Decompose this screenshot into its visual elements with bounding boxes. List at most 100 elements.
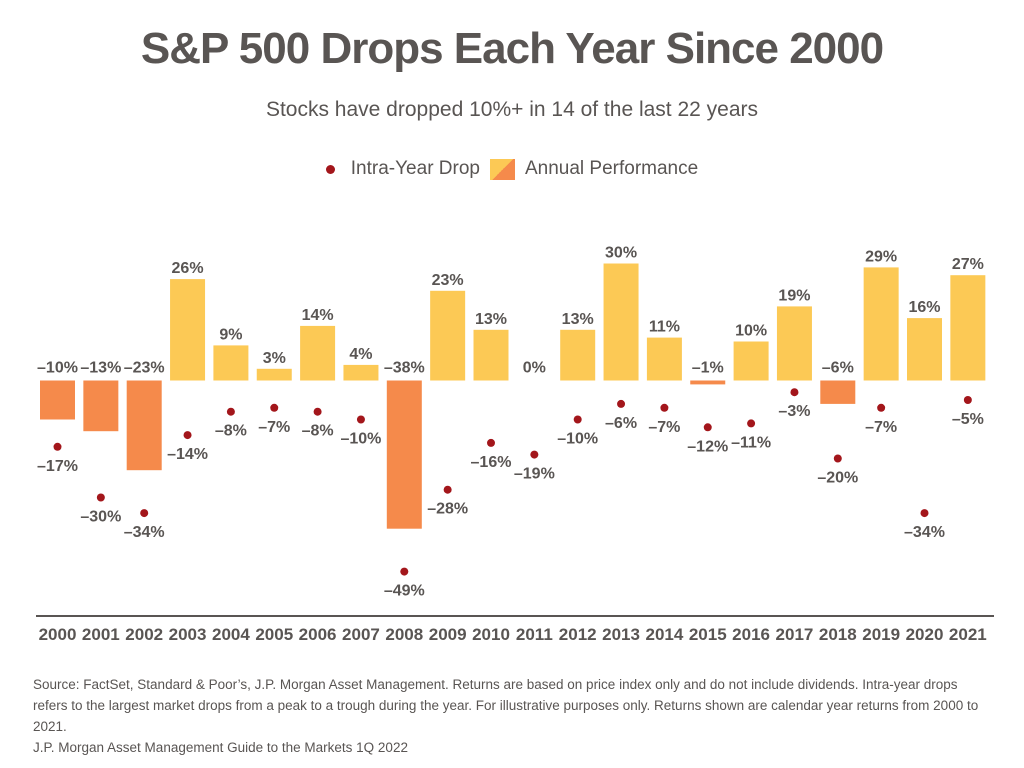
drop-value-label: –16% — [471, 454, 512, 471]
annual-bar-2020 — [907, 318, 942, 381]
annual-bar-2009 — [430, 290, 466, 381]
annual-bar-2006 — [300, 325, 336, 381]
drop-value-label: –20% — [817, 470, 858, 487]
annual-bar-2018 — [820, 380, 856, 404]
annual-value-label: 23% — [432, 272, 464, 289]
drop-value-label: –7% — [258, 419, 290, 436]
drop-value-label: –11% — [731, 434, 771, 451]
drop-value-label: –5% — [952, 411, 984, 428]
annual-value-label: 10% — [735, 323, 767, 340]
drop-dot-2000 — [53, 442, 62, 451]
source-attribution: J.P. Morgan Asset Management Guide to th… — [33, 740, 408, 755]
drop-dot-2018 — [833, 454, 842, 463]
drop-value-label: –6% — [605, 415, 637, 432]
x-tick-label: 2013 — [602, 625, 640, 644]
drop-value-label: –8% — [302, 423, 334, 440]
drop-dot-2021 — [963, 396, 972, 404]
drop-dot-2015 — [703, 423, 712, 432]
drop-dot-2008 — [400, 567, 409, 576]
drop-value-label: –17% — [37, 458, 78, 475]
x-tick-label: 2012 — [559, 625, 597, 644]
annual-value-label: –13% — [80, 360, 121, 377]
annual-value-label: 16% — [908, 299, 940, 316]
drop-dot-2004 — [226, 407, 235, 416]
drop-dot-2006 — [313, 407, 322, 416]
drop-dot-2019 — [877, 403, 886, 412]
x-tick-label: 2009 — [429, 625, 467, 644]
drop-value-label: –14% — [167, 446, 208, 463]
drop-value-label: –28% — [427, 501, 468, 518]
drop-dot-2002 — [140, 509, 149, 518]
annual-value-label: 14% — [302, 307, 334, 324]
drop-dot-2011 — [530, 450, 539, 459]
drop-dot-2014 — [660, 403, 669, 412]
annual-bar-2005 — [256, 368, 292, 381]
drop-dot-2020 — [920, 509, 929, 518]
drop-value-label: –7% — [865, 419, 897, 436]
annual-bar-2003 — [170, 279, 206, 381]
annual-value-label: 27% — [952, 256, 984, 273]
x-tick-label: 2000 — [39, 625, 77, 644]
annual-bar-2000 — [40, 380, 75, 420]
annual-value-label: –1% — [692, 360, 724, 377]
chart-legend: Intra-Year Drop Annual Performance — [0, 158, 1024, 180]
drop-dot-2003 — [183, 431, 192, 440]
annual-value-label: 26% — [172, 260, 204, 277]
annual-bar-2014 — [646, 337, 682, 381]
chart-subtitle: Stocks have dropped 10%+ in 14 of the la… — [265, 98, 759, 121]
drop-dot-icon — [325, 164, 335, 174]
x-tick-label: 2004 — [212, 625, 250, 644]
annual-bar-2010 — [473, 329, 509, 381]
annual-value-label: –23% — [124, 360, 165, 377]
drop-dot-2012 — [573, 415, 582, 424]
annual-bar-2007 — [343, 364, 379, 381]
legend-label-drop: Intra-Year Drop — [350, 158, 480, 179]
drop-value-label: –8% — [215, 423, 247, 440]
x-tick-label: 2014 — [645, 625, 683, 644]
annual-value-label: 11% — [649, 319, 680, 336]
x-tick-label: 2010 — [472, 625, 510, 644]
drop-dot-2007 — [356, 415, 365, 424]
annual-value-label: 13% — [562, 311, 594, 328]
source-text: Source: FactSet, Standard & Poor’s, J.P.… — [33, 677, 979, 734]
x-tick-label: 2019 — [862, 625, 900, 644]
drop-value-label: –34% — [904, 524, 945, 541]
x-tick-label: 2021 — [949, 625, 987, 644]
x-tick-label: 2007 — [342, 625, 380, 644]
annual-bar-2021 — [950, 275, 986, 381]
annual-bar-2016 — [733, 341, 769, 381]
drop-dot-2005 — [270, 403, 279, 412]
drop-value-label: –7% — [648, 419, 680, 436]
annual-bar-2004 — [213, 345, 249, 381]
bar-chart: –10% –17% 2000 –13% –30% 2001 –23% –34% 2002 26% –… — [36, 245, 994, 644]
drop-value-label: –34% — [124, 524, 165, 541]
drop-value-label: –10% — [557, 431, 598, 448]
annual-bar-2015 — [690, 380, 726, 385]
annual-value-label: 9% — [219, 326, 242, 343]
x-tick-label: 2001 — [82, 625, 120, 644]
x-tick-label: 2006 — [299, 625, 337, 644]
x-tick-label: 2008 — [385, 625, 423, 644]
annual-bar-2013 — [603, 263, 639, 381]
drop-dot-2010 — [487, 438, 495, 447]
annual-bar-2017 — [776, 306, 812, 381]
drop-value-label: –19% — [514, 466, 555, 483]
annual-value-label: –6% — [822, 360, 854, 377]
annual-swatch-icon — [489, 158, 515, 180]
legend-label-annual: Annual Performance — [524, 158, 699, 179]
x-tick-label: 2002 — [125, 625, 163, 644]
drop-value-label: –12% — [687, 438, 728, 455]
x-tick-label: 2015 — [689, 625, 727, 644]
chart-title: S&P 500 Drops Each Year Since 2000 — [140, 24, 884, 73]
source-note: Source: FactSet, Standard & Poor’s, J.P.… — [33, 674, 993, 758]
legend-item-drop: Intra-Year Drop — [325, 158, 480, 180]
drop-value-label: –49% — [384, 583, 425, 600]
drop-dot-2013 — [617, 399, 626, 408]
annual-value-label: –10% — [37, 360, 78, 377]
legend-item-annual: Annual Performance — [489, 158, 699, 180]
annual-value-label: –38% — [384, 360, 425, 377]
annual-bar-2002 — [126, 380, 162, 471]
annual-value-label: 0% — [523, 360, 546, 377]
drop-value-label: –10% — [340, 431, 381, 448]
x-tick-label: 2016 — [732, 625, 770, 644]
